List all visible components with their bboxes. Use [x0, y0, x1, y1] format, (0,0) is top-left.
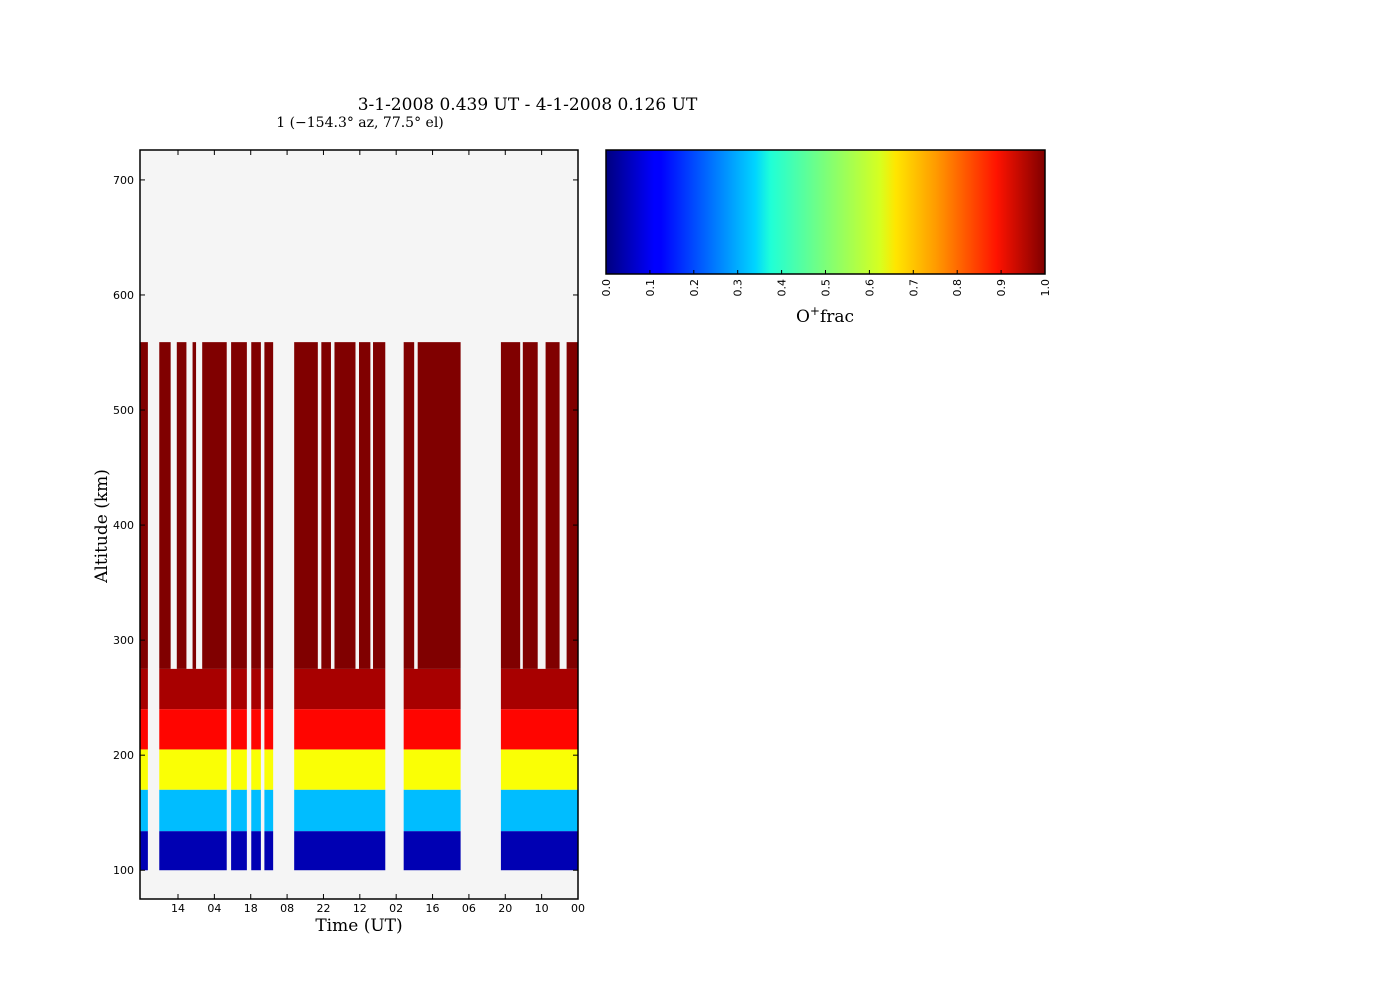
colorbar-tick-label: 0.9: [995, 279, 1008, 297]
chart-title: 3-1-2008 0.439 UT - 4-1-2008 0.126 UT: [357, 95, 698, 115]
heatmap-cell: [403, 831, 461, 871]
heatmap-cell: [159, 342, 171, 669]
heatmap-cell: [545, 342, 560, 669]
x-tick-label: 00: [571, 902, 585, 915]
y-tick-label: 200: [113, 749, 134, 762]
colorbar-tick-label: 0.5: [820, 279, 833, 297]
heatmap-cell: [373, 342, 386, 669]
heatmap-cell: [264, 749, 274, 790]
heatmap-cell: [294, 789, 386, 832]
heatmap-cell: [500, 668, 578, 710]
x-tick-label: 04: [207, 902, 221, 915]
heatmap-cell: [140, 789, 148, 832]
heatmap-cell: [359, 342, 371, 669]
x-axis-label: Time (UT): [315, 916, 402, 936]
x-tick-label: 06: [462, 902, 476, 915]
heatmap-cell: [159, 709, 227, 750]
heatmap-cell: [522, 342, 538, 669]
heatmap-cell: [403, 749, 461, 790]
heatmap-cell: [334, 342, 356, 669]
y-tick-label: 600: [113, 289, 134, 302]
heatmap-cell: [264, 668, 274, 710]
heatmap-cell: [231, 789, 247, 832]
x-tick-label: 14: [171, 902, 185, 915]
heatmap-cell: [500, 342, 521, 669]
heatmap-cell: [417, 342, 461, 669]
heatmap-cell: [140, 831, 148, 871]
heatmap-cell: [231, 342, 247, 669]
x-tick-label: 10: [535, 902, 549, 915]
colorbar-tick-label: 0.4: [776, 279, 789, 297]
x-tick-label: 20: [498, 902, 512, 915]
x-tick-label: 16: [426, 902, 440, 915]
y-tick-label: 100: [113, 864, 134, 877]
heatmap-cell: [159, 831, 227, 871]
heatmap-cell: [264, 342, 274, 669]
heatmap-cell: [294, 831, 386, 871]
colorbar-tick-label: 0.2: [688, 279, 701, 297]
heatmap-cell: [159, 749, 227, 790]
heatmap-cell: [500, 749, 578, 790]
heatmap-cell: [251, 342, 261, 669]
heatmap-cell: [251, 668, 261, 710]
y-tick-label: 700: [113, 174, 134, 187]
heatmap-cell: [176, 342, 187, 669]
y-tick-label: 300: [113, 634, 134, 647]
heatmap-cell: [403, 342, 415, 669]
heatmap-cell: [251, 709, 261, 750]
x-tick-label: 22: [316, 902, 330, 915]
colorbar-tick-label: 1.0: [1039, 279, 1052, 297]
heatmap-cell: [231, 668, 247, 710]
x-tick-label: 08: [280, 902, 294, 915]
heatmap-cell: [251, 749, 261, 790]
heatmap-cell: [140, 709, 148, 750]
heatmap-cell: [251, 831, 261, 871]
x-tick-label: 02: [389, 902, 403, 915]
colorbar-tick-label: 0.3: [732, 279, 745, 297]
colorbar-tick-label: 0.6: [863, 279, 876, 297]
heatmap-cell: [294, 749, 386, 790]
x-tick-label: 12: [353, 902, 367, 915]
heatmap-cell: [264, 831, 274, 871]
y-tick-label: 500: [113, 404, 134, 417]
heatmap-cell: [403, 789, 461, 832]
heatmap-cell: [159, 789, 227, 832]
heatmap-cell: [403, 668, 461, 710]
heatmap-cell: [140, 668, 148, 710]
colorbar-gradient: [605, 149, 1046, 275]
chart-subtitle: 1 (−154.3° az, 77.5° el): [276, 115, 444, 131]
heatmap-cell: [264, 709, 274, 750]
colorbar-label: O+frac: [796, 304, 854, 327]
heatmap-cell: [140, 749, 148, 790]
heatmap-cell: [500, 709, 578, 750]
x-tick-label: 18: [244, 902, 258, 915]
heatmap-cell: [140, 342, 148, 669]
plot-frame: [139, 149, 579, 900]
heatmap-cell: [231, 831, 247, 871]
heatmap-cell: [231, 749, 247, 790]
heatmap-cell: [294, 342, 318, 669]
heatmap-cell: [500, 831, 578, 871]
heatmap-cell: [231, 709, 247, 750]
heatmap-cell: [159, 668, 227, 710]
colorbar-tick-label: 0.8: [951, 279, 964, 297]
colorbar-tick-label: 0.0: [600, 279, 613, 297]
heatmap-cell: [192, 342, 197, 669]
heatmap-cell: [294, 668, 386, 710]
heatmap-cell: [566, 342, 578, 669]
heatmap-cell: [264, 789, 274, 832]
heatmap-cell: [294, 709, 386, 750]
colorbar-tick-label: 0.1: [644, 279, 657, 297]
heatmap-cell: [403, 709, 461, 750]
colorbar-tick-label: 0.7: [907, 279, 920, 297]
heatmap-cell: [500, 789, 578, 832]
y-axis-label: Altitude (km): [92, 469, 112, 584]
heatmap-cell: [202, 342, 227, 669]
y-tick-label: 400: [113, 519, 134, 532]
heatmap-cell: [321, 342, 331, 669]
heatmap-cell: [251, 789, 261, 832]
